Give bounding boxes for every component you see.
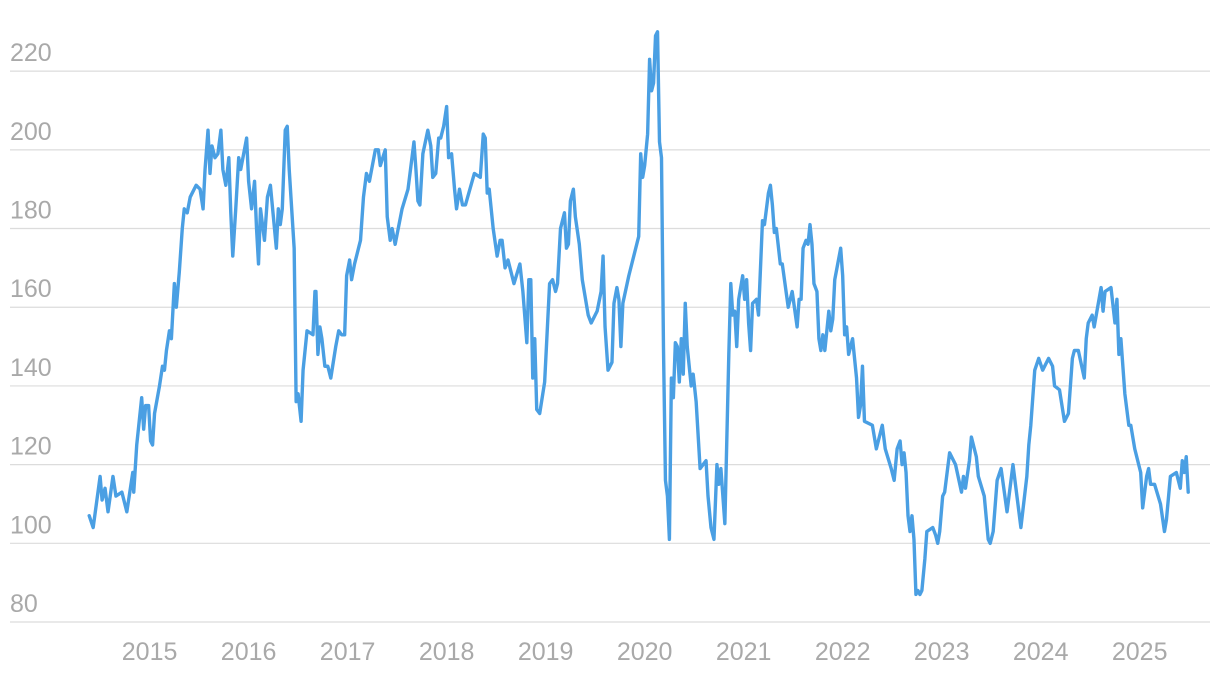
x-tick-label: 2023 <box>914 638 970 666</box>
x-tick-label: 2019 <box>518 638 574 666</box>
y-tick-label: 100 <box>10 511 52 539</box>
y-tick-label: 180 <box>10 197 52 225</box>
y-tick-label: 200 <box>10 118 52 146</box>
x-tick-label: 2016 <box>221 638 277 666</box>
x-tick-label: 2025 <box>1112 638 1168 666</box>
data-line <box>87 30 1190 597</box>
x-tick-label: 2022 <box>815 638 871 666</box>
x-tick-label: 2017 <box>320 638 376 666</box>
y-tick-label: 80 <box>10 590 38 618</box>
y-tick-label: 160 <box>10 275 52 303</box>
y-tick-label: 120 <box>10 433 52 461</box>
x-tick-label: 2015 <box>122 638 178 666</box>
x-tick-label: 2018 <box>419 638 475 666</box>
x-tick-label: 2021 <box>716 638 772 666</box>
x-tick-label: 2020 <box>617 638 673 666</box>
x-tick-label: 2024 <box>1013 638 1069 666</box>
y-tick-label: 220 <box>10 39 52 67</box>
y-tick-label: 140 <box>10 354 52 382</box>
